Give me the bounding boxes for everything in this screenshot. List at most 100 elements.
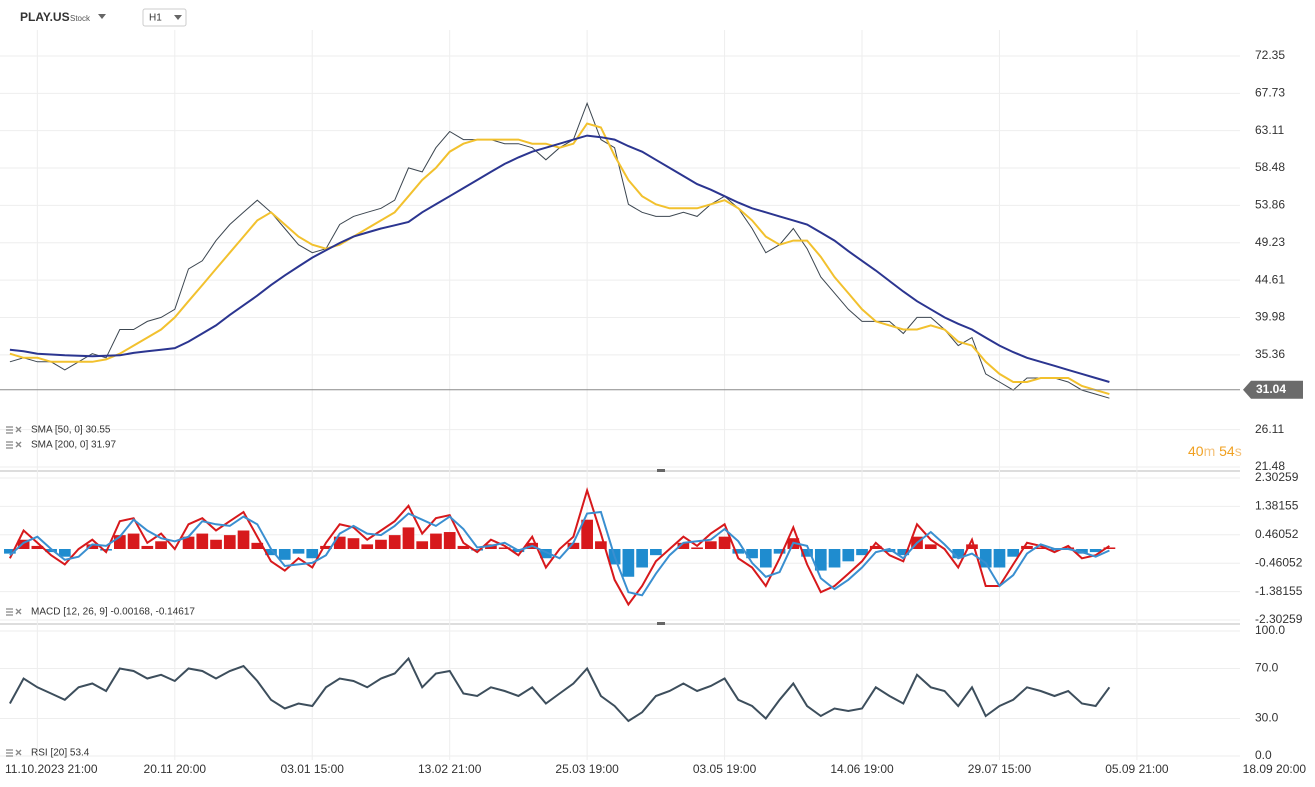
histogram-bar (223, 535, 236, 549)
x-tick-label: 29.07 15:00 (968, 762, 1032, 776)
x-tick-label: 20.11 20:00 (144, 762, 207, 776)
indicator-legend: MACD [12, 26, 9] -0.00168, -0.14617 (31, 607, 195, 618)
histogram-bar (842, 549, 855, 562)
histogram-bar (86, 544, 99, 549)
histogram-bar (210, 539, 222, 549)
histogram-bar (292, 549, 305, 554)
histogram-bar (182, 536, 195, 549)
histogram-bar (375, 539, 387, 549)
histogram-bar (979, 549, 992, 568)
histogram-bar (540, 549, 552, 559)
histogram-bar (883, 549, 896, 553)
y-tick-label: 72.35 (1255, 48, 1285, 62)
histogram-bar (622, 549, 635, 577)
histogram-bar (265, 549, 277, 556)
x-tick-label: 25.03 19:00 (555, 762, 619, 776)
legend-menu-icon (6, 749, 13, 757)
histogram-bar (869, 545, 882, 549)
histogram-bar (732, 549, 745, 554)
histogram-bar (388, 535, 401, 549)
histogram-bar (677, 542, 690, 549)
dropdown-arrow[interactable] (174, 15, 182, 20)
y-tick-label: -1.38155 (1255, 584, 1303, 598)
symbol[interactable]: PLAY.US (20, 10, 70, 24)
histogram-bar (457, 545, 470, 549)
histogram-bar (691, 547, 703, 549)
x-tick-label: 18.09 20:00 (1243, 762, 1307, 776)
histogram-bar (196, 533, 209, 549)
y-tick-label: 1.38155 (1255, 499, 1299, 513)
histogram-bar (993, 549, 1006, 568)
histogram-bar (127, 533, 140, 549)
y-tick-label: 100.0 (1255, 623, 1285, 637)
last-price-tag (1243, 380, 1303, 399)
histogram-bar (237, 530, 250, 549)
histogram-bar (567, 542, 580, 549)
y-tick-label: 26.11 (1255, 422, 1284, 436)
y-tick-label: 30.0 (1255, 711, 1279, 725)
histogram-bar (924, 544, 937, 549)
y-tick-label: 44.61 (1255, 272, 1285, 286)
histogram-bar (443, 532, 456, 549)
legend-menu-icon (6, 608, 13, 616)
legend-remove-icon (15, 441, 22, 448)
histogram-bar (814, 549, 827, 571)
interval[interactable]: H1 (149, 13, 162, 24)
legend-remove-icon (15, 426, 22, 433)
histogram-bar (278, 549, 291, 560)
histogram-bar (1034, 547, 1047, 549)
y-tick-label: 63.11 (1255, 123, 1284, 137)
y-tick-label: 0.46052 (1255, 527, 1299, 541)
y-tick-label: 70.0 (1255, 661, 1279, 675)
last-price-label: 31.04 (1256, 382, 1286, 396)
x-tick-label: 05.09 21:00 (1105, 762, 1169, 776)
histogram-bar (966, 544, 978, 549)
histogram-bar (1007, 549, 1020, 557)
x-tick-label: 03.05 19:00 (693, 762, 757, 776)
histogram-bar (320, 545, 332, 549)
histogram-bar (581, 519, 593, 549)
histogram-bar (650, 549, 662, 556)
indicator-legend: RSI [20] 53.4 (31, 748, 90, 759)
histogram-bar (416, 541, 429, 549)
legend-entry: SMA [50, 0] 30.55 (31, 425, 111, 436)
histogram-bar (595, 541, 607, 549)
y-tick-label: 49.23 (1255, 235, 1285, 249)
histogram-bar (333, 536, 346, 549)
histogram-bar (471, 549, 484, 551)
histogram-bar (45, 549, 57, 553)
panel-resize-handle[interactable] (657, 469, 665, 472)
data-layer (4, 101, 1116, 723)
series-line (9, 134, 1110, 383)
histogram-bar (155, 541, 167, 549)
overlay: 11.10.2023 21:00 20.11 20:00 03.01 15:00 13… (0, 48, 1306, 776)
legend-remove-icon (15, 608, 22, 615)
histogram-bar (636, 549, 648, 568)
legend-remove-icon (15, 749, 22, 756)
histogram-bar (773, 549, 786, 554)
series-line (9, 510, 1110, 597)
histogram-bar (952, 549, 965, 559)
histogram-bar (1103, 547, 1116, 549)
histogram-bar (361, 544, 374, 549)
histogram-bar (141, 545, 154, 549)
panel-resize-handle[interactable] (657, 622, 665, 625)
countdown: 40m 54s (1188, 443, 1242, 459)
legend-entry: SMA [200, 0] 31.97 (31, 440, 116, 451)
x-tick-label: 11.10.2023 21:00 (5, 762, 98, 776)
histogram-bar (113, 535, 126, 549)
grid (0, 30, 1240, 760)
series-line (9, 122, 1110, 396)
histogram-bar (746, 549, 758, 559)
histogram-bar (59, 549, 71, 557)
interval-select[interactable] (142, 8, 187, 27)
histogram-bar (801, 549, 813, 557)
histogram-bar (856, 549, 868, 556)
histogram-bar (759, 549, 772, 568)
dropdown-arrow[interactable] (98, 14, 106, 19)
series-line (9, 656, 1111, 723)
y-tick-label: 58.48 (1255, 160, 1285, 174)
legend-menu-icon (6, 441, 13, 449)
histogram-bar (347, 538, 360, 549)
histogram-bar (430, 533, 442, 549)
